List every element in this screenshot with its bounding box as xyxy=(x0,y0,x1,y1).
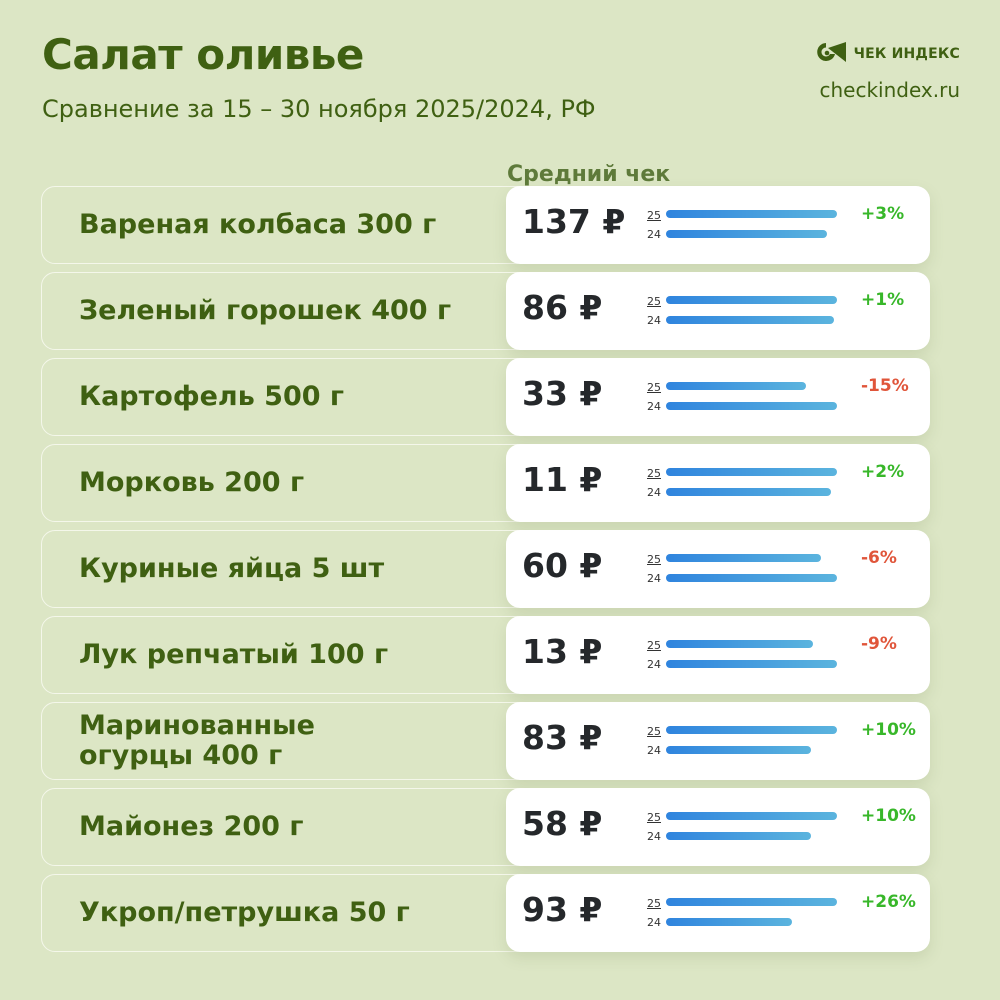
year-2024-label: 24 xyxy=(647,228,661,241)
year-2024-label: 24 xyxy=(647,658,661,671)
average-price: 33 ₽ xyxy=(522,374,603,413)
product-label-box: Укроп/петрушка 50 г xyxy=(41,874,531,952)
table-row: Морковь 200 г 11 ₽ 25 24 +2% xyxy=(41,444,931,522)
price-card: 13 ₽ 25 24 -9% xyxy=(506,616,930,694)
product-name: Лук репчатый 100 г xyxy=(79,639,389,671)
product-name: Зеленый горошек 400 г xyxy=(79,295,452,327)
change-percent: -9% xyxy=(861,634,897,654)
bar-2025 xyxy=(666,210,837,218)
year-2024-label: 24 xyxy=(647,572,661,585)
year-2024-label: 24 xyxy=(647,830,661,843)
column-header-average-check: Средний чек xyxy=(507,162,671,187)
product-label-box: Морковь 200 г xyxy=(41,444,531,522)
average-price: 60 ₽ xyxy=(522,546,603,585)
product-name: Майонез 200 г xyxy=(79,811,304,843)
average-price: 137 ₽ xyxy=(522,202,626,241)
year-2025-label: 25 xyxy=(647,467,661,480)
average-price: 93 ₽ xyxy=(522,890,603,929)
bar-2024 xyxy=(666,918,792,926)
average-price: 58 ₽ xyxy=(522,804,603,843)
year-2025-label: 25 xyxy=(647,209,661,222)
table-row: Куриные яйца 5 шт 60 ₽ 25 24 -6% xyxy=(41,530,931,608)
price-card: 137 ₽ 25 24 +3% xyxy=(506,186,930,264)
bar-2024 xyxy=(666,230,827,238)
product-list: Вареная колбаса 300 г 137 ₽ 25 24 +3% Зе… xyxy=(41,186,931,960)
table-row: Зеленый горошек 400 г 86 ₽ 25 24 +1% xyxy=(41,272,931,350)
year-2024-label: 24 xyxy=(647,486,661,499)
product-label-box: Лук репчатый 100 г xyxy=(41,616,531,694)
bar-2024 xyxy=(666,574,837,582)
table-row: Вареная колбаса 300 г 137 ₽ 25 24 +3% xyxy=(41,186,931,264)
year-2025-label: 25 xyxy=(647,381,661,394)
price-card: 93 ₽ 25 24 +26% xyxy=(506,874,930,952)
year-2025-label: 25 xyxy=(647,897,661,910)
brand-block: ЧЕК ИНДЕКС checkindex.ru xyxy=(814,40,960,102)
bar-2025 xyxy=(666,726,837,734)
average-price: 86 ₽ xyxy=(522,288,603,327)
product-label-box: Майонез 200 г xyxy=(41,788,531,866)
bar-2024 xyxy=(666,488,831,496)
table-row: Майонез 200 г 58 ₽ 25 24 +10% xyxy=(41,788,931,866)
average-price: 83 ₽ xyxy=(522,718,603,757)
price-card: 83 ₽ 25 24 +10% xyxy=(506,702,930,780)
year-2025-label: 25 xyxy=(647,725,661,738)
bar-2025 xyxy=(666,640,813,648)
product-label-box: Куриные яйца 5 шт xyxy=(41,530,531,608)
bar-2024 xyxy=(666,316,834,324)
table-row: Укроп/петрушка 50 г 93 ₽ 25 24 +26% xyxy=(41,874,931,952)
change-percent: +2% xyxy=(861,462,905,482)
product-label-box: Вареная колбаса 300 г xyxy=(41,186,531,264)
change-percent: +10% xyxy=(861,806,916,826)
year-2025-label: 25 xyxy=(647,811,661,824)
change-percent: +26% xyxy=(861,892,916,912)
change-percent: +1% xyxy=(861,290,905,310)
bar-2025 xyxy=(666,812,837,820)
bar-2024 xyxy=(666,832,811,840)
product-name: Куриные яйца 5 шт xyxy=(79,553,385,585)
change-percent: -15% xyxy=(861,376,909,396)
bar-2025 xyxy=(666,554,821,562)
year-2025-label: 25 xyxy=(647,639,661,652)
bar-2025 xyxy=(666,382,806,390)
bar-2025 xyxy=(666,296,837,304)
bar-2025 xyxy=(666,468,837,476)
year-2024-label: 24 xyxy=(647,314,661,327)
product-label-box: Зеленый горошек 400 г xyxy=(41,272,531,350)
price-card: 33 ₽ 25 24 -15% xyxy=(506,358,930,436)
average-price: 11 ₽ xyxy=(522,460,603,499)
change-percent: +10% xyxy=(861,720,916,740)
price-card: 58 ₽ 25 24 +10% xyxy=(506,788,930,866)
year-2024-label: 24 xyxy=(647,400,661,413)
product-name: Морковь 200 г xyxy=(79,467,305,499)
change-percent: +3% xyxy=(861,204,905,224)
price-card: 60 ₽ 25 24 -6% xyxy=(506,530,930,608)
year-2025-label: 25 xyxy=(647,295,661,308)
product-name: Картофель 500 г xyxy=(79,381,345,413)
page-title: Салат оливье xyxy=(42,30,364,79)
table-row: Лук репчатый 100 г 13 ₽ 25 24 -9% xyxy=(41,616,931,694)
product-name: Вареная колбаса 300 г xyxy=(79,209,437,241)
brand-name: ЧЕК ИНДЕКС xyxy=(853,46,960,62)
bar-2025 xyxy=(666,898,837,906)
change-percent: -6% xyxy=(861,548,897,568)
price-card: 11 ₽ 25 24 +2% xyxy=(506,444,930,522)
year-2024-label: 24 xyxy=(647,744,661,757)
year-2024-label: 24 xyxy=(647,916,661,929)
table-row: Маринованные огурцы 400 г 83 ₽ 25 24 +10… xyxy=(41,702,931,780)
year-2025-label: 25 xyxy=(647,553,661,566)
average-price: 13 ₽ xyxy=(522,632,603,671)
bar-2024 xyxy=(666,746,811,754)
checkindex-logo-icon xyxy=(814,40,848,68)
price-card: 86 ₽ 25 24 +1% xyxy=(506,272,930,350)
bar-2024 xyxy=(666,660,837,668)
bar-2024 xyxy=(666,402,837,410)
product-name: Маринованные огурцы 400 г xyxy=(79,710,315,771)
page-subtitle: Сравнение за 15 – 30 ноября 2025/2024, Р… xyxy=(42,95,596,123)
brand-url[interactable]: checkindex.ru xyxy=(819,78,960,102)
product-label-box: Картофель 500 г xyxy=(41,358,531,436)
product-label-box: Маринованные огурцы 400 г xyxy=(41,702,531,780)
table-row: Картофель 500 г 33 ₽ 25 24 -15% xyxy=(41,358,931,436)
product-name: Укроп/петрушка 50 г xyxy=(79,897,410,929)
